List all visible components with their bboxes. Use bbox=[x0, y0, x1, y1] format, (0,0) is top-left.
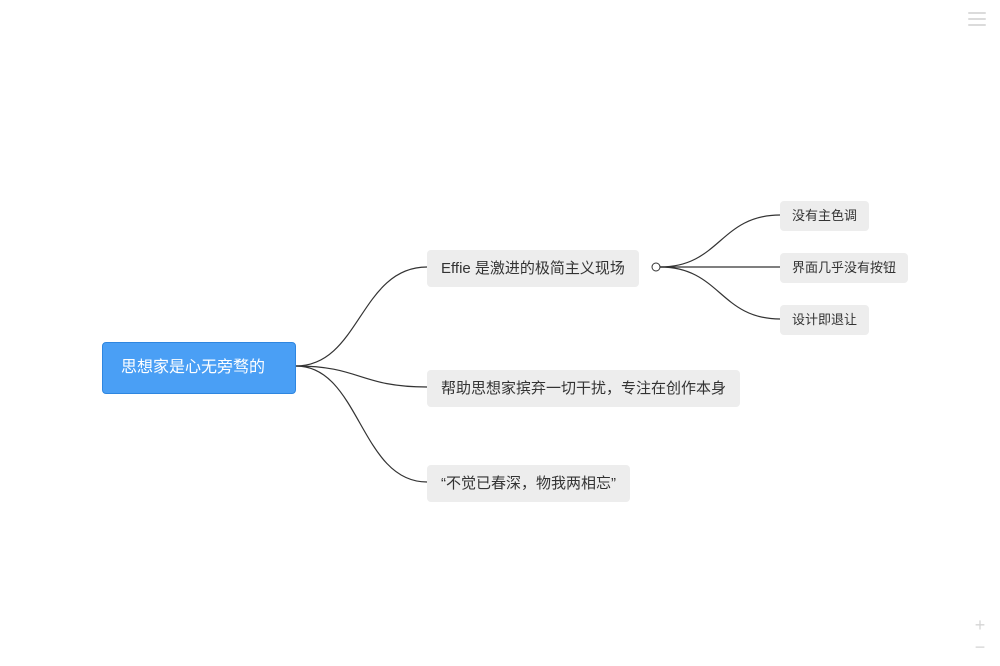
mindmap-branch-node[interactable]: 帮助思想家摈弃一切干扰，专注在创作本身 bbox=[427, 370, 740, 407]
branch-label: 帮助思想家摈弃一切干扰，专注在创作本身 bbox=[441, 380, 726, 397]
zoom-in-button[interactable]: + bbox=[972, 618, 988, 634]
branch-label: “不觉已春深，物我两相忘” bbox=[441, 475, 616, 492]
edge-root-b1 bbox=[296, 267, 427, 366]
menu-icon[interactable] bbox=[968, 12, 986, 26]
zoom-out-button[interactable]: − bbox=[972, 640, 988, 656]
leaf-label: 设计即退让 bbox=[792, 312, 857, 327]
mindmap-root-node[interactable]: 思想家是心无旁骛的 bbox=[102, 342, 296, 394]
branch-label: Effie 是激进的极简主义现场 bbox=[441, 260, 625, 277]
mindmap-leaf-node[interactable]: 界面几乎没有按钮 bbox=[780, 253, 908, 283]
zoom-controls: + − bbox=[972, 618, 988, 656]
leaf-label: 没有主色调 bbox=[792, 208, 857, 223]
leaf-label: 界面几乎没有按钮 bbox=[792, 260, 896, 275]
edge-b1-l1 bbox=[660, 215, 780, 267]
mindmap-canvas[interactable]: 思想家是心无旁骛的 Effie 是激进的极简主义现场 没有主色调 界面几乎没有按… bbox=[0, 0, 1000, 666]
mindmap-leaf-node[interactable]: 设计即退让 bbox=[780, 305, 869, 335]
mindmap-branch-node[interactable]: Effie 是激进的极简主义现场 bbox=[427, 250, 639, 287]
edge-root-b2 bbox=[296, 366, 427, 387]
edge-b1-l3 bbox=[660, 267, 780, 319]
edge-root-b3 bbox=[296, 366, 427, 482]
expand-toggle-icon[interactable] bbox=[652, 263, 661, 272]
mindmap-leaf-node[interactable]: 没有主色调 bbox=[780, 201, 869, 231]
mindmap-branch-node[interactable]: “不觉已春深，物我两相忘” bbox=[427, 465, 630, 502]
root-label: 思想家是心无旁骛的 bbox=[121, 359, 265, 376]
